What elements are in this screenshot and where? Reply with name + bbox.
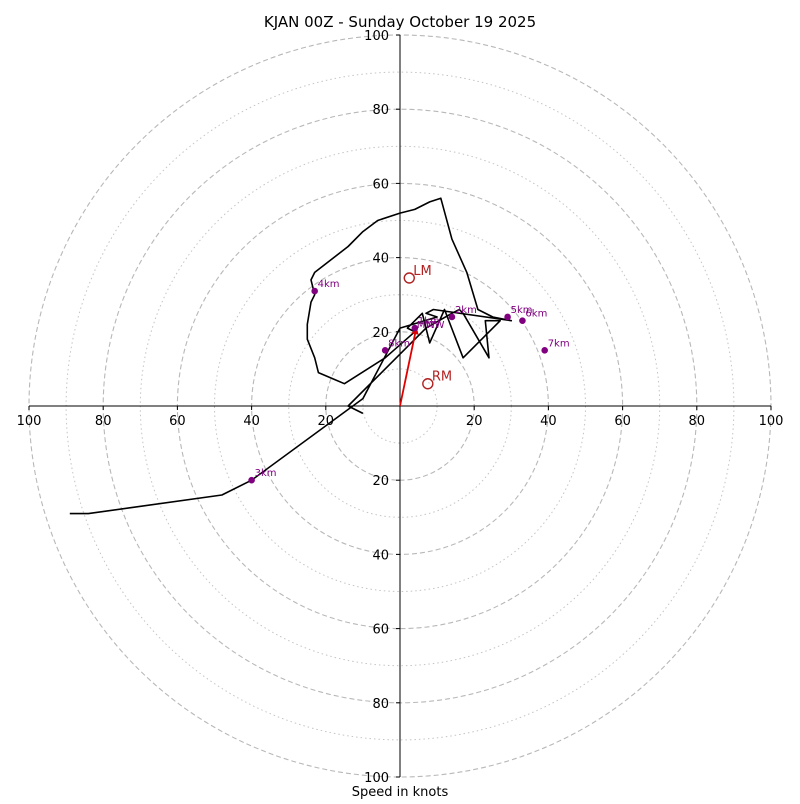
y-tick-label: 60	[372, 177, 389, 192]
y-tick-label: 20	[372, 474, 389, 489]
height-point-3km	[248, 476, 255, 484]
height-point-7km	[541, 347, 548, 354]
hodograph-trace	[69, 197, 513, 515]
height-label-3km: 3km	[255, 468, 277, 479]
height-point-4km	[311, 287, 318, 295]
storm-label-lm: LM	[413, 264, 431, 279]
x-axis-label: Speed in knots	[352, 785, 449, 800]
storm-marker-rm	[422, 378, 434, 390]
x-tick-label: 60	[614, 414, 631, 429]
height-label-7km: 7km	[548, 338, 570, 349]
height-label-4km: 4km	[318, 279, 340, 290]
y-tick-label: 60	[372, 623, 389, 638]
y-tick-label: 40	[372, 252, 389, 267]
height-point-8km	[381, 347, 389, 354]
height-label-5km: 5km	[511, 305, 533, 316]
y-tick-label: 20	[372, 326, 389, 341]
height-label-1km: 1km	[418, 316, 440, 327]
y-tick-label: 40	[372, 548, 389, 563]
y-tick-label: 80	[372, 697, 389, 712]
chart-title: KJAN 00Z - Sunday October 19 2025	[264, 13, 536, 31]
height-label-8km: 8km	[388, 338, 410, 349]
height-point-1km	[411, 324, 419, 332]
x-tick-label: 100	[759, 414, 784, 429]
x-tick-label: 20	[318, 414, 335, 429]
storm-label-rm: RM	[432, 370, 452, 385]
x-tick-label: 40	[540, 414, 557, 429]
x-tick-label: 20	[466, 414, 483, 429]
height-point-2km	[448, 313, 456, 321]
x-tick-label: 80	[95, 414, 112, 429]
x-tick-label: 80	[689, 414, 706, 429]
y-tick-label: 100	[364, 771, 389, 786]
y-tick-label: 100	[364, 29, 389, 44]
storm-marker-lm	[403, 272, 415, 284]
mean-wind-label-1: MW	[417, 320, 436, 331]
y-tick-label: 80	[372, 103, 389, 118]
height-point-6km	[519, 317, 526, 324]
storm-motion-vector	[399, 326, 418, 407]
height-point-5km	[504, 313, 511, 321]
height-label-2km: 2km	[455, 305, 477, 316]
height-label-6km: 6km	[525, 309, 547, 320]
x-tick-label: 100	[17, 414, 42, 429]
mean-wind-label-2: MW	[426, 320, 445, 331]
x-tick-label: 40	[243, 414, 260, 429]
x-tick-label: 60	[169, 414, 186, 429]
